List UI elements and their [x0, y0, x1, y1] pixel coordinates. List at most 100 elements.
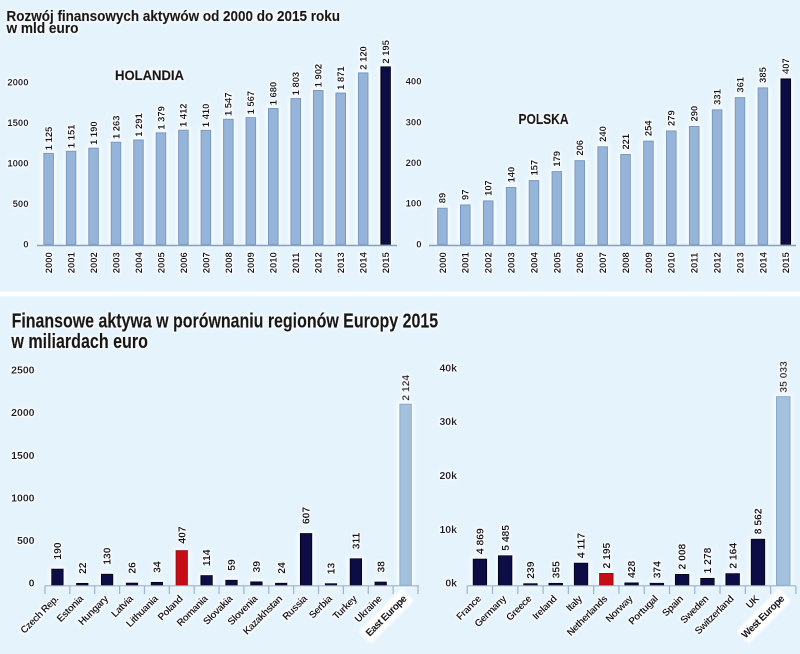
svg-text:10k: 10k [439, 524, 457, 536]
svg-text:1 278: 1 278 [703, 547, 714, 573]
svg-text:2006: 2006 [179, 252, 190, 273]
svg-text:2010: 2010 [667, 252, 678, 273]
svg-text:w miliardach euro: w miliardach euro [11, 331, 148, 353]
svg-text:0: 0 [416, 239, 421, 250]
svg-text:59: 59 [227, 559, 238, 571]
svg-text:1 410: 1 410 [200, 104, 211, 127]
svg-text:100: 100 [406, 199, 422, 210]
svg-text:5 485: 5 485 [501, 525, 512, 551]
svg-text:HOLANDIA: HOLANDIA [115, 67, 184, 83]
svg-text:38: 38 [376, 561, 387, 573]
svg-text:2002: 2002 [484, 252, 495, 273]
svg-text:1 567: 1 567 [245, 91, 256, 114]
svg-text:2011: 2011 [690, 252, 701, 273]
svg-text:Finansowe aktywa w porównaniu: Finansowe aktywa w porównaniu regionów E… [12, 310, 439, 332]
svg-text:361: 361 [734, 77, 745, 93]
svg-text:400: 400 [406, 77, 422, 88]
svg-text:2009: 2009 [246, 252, 257, 273]
svg-text:140: 140 [505, 167, 516, 183]
svg-text:4 869: 4 869 [476, 528, 487, 554]
svg-text:2012: 2012 [713, 252, 724, 273]
svg-text:1000: 1000 [11, 492, 35, 504]
svg-text:2012: 2012 [314, 252, 325, 273]
svg-text:2007: 2007 [598, 252, 609, 273]
svg-text:1500: 1500 [7, 118, 28, 129]
svg-text:2006: 2006 [575, 252, 586, 273]
svg-text:385: 385 [757, 67, 768, 83]
svg-text:34: 34 [152, 561, 163, 573]
svg-text:2015: 2015 [381, 251, 392, 273]
svg-text:500: 500 [17, 535, 35, 547]
svg-text:24: 24 [277, 562, 288, 574]
svg-text:2 195: 2 195 [602, 542, 613, 568]
svg-text:0: 0 [23, 239, 28, 250]
svg-text:1000: 1000 [7, 158, 28, 169]
svg-text:2015: 2015 [781, 251, 792, 273]
svg-text:2001: 2001 [461, 251, 472, 273]
svg-text:4 117: 4 117 [577, 533, 588, 558]
svg-text:2007: 2007 [201, 252, 212, 273]
svg-text:1 190: 1 190 [88, 121, 99, 144]
svg-text:2010: 2010 [269, 252, 280, 273]
svg-text:607: 607 [302, 507, 313, 524]
svg-text:20k: 20k [439, 470, 457, 482]
svg-text:2002: 2002 [89, 252, 100, 273]
svg-text:2000: 2000 [438, 252, 449, 273]
svg-text:240: 240 [597, 126, 608, 142]
svg-text:2008: 2008 [224, 252, 235, 273]
svg-text:w mld euro: w mld euro [6, 20, 79, 37]
svg-text:200: 200 [406, 158, 422, 169]
svg-text:206: 206 [574, 140, 585, 156]
svg-text:POLSKA: POLSKA [519, 111, 569, 128]
svg-text:22: 22 [78, 562, 89, 574]
svg-text:1 291: 1 291 [133, 113, 144, 136]
svg-text:2 120: 2 120 [357, 46, 368, 69]
svg-text:2003: 2003 [111, 252, 122, 273]
svg-text:221: 221 [620, 134, 631, 150]
svg-text:0k: 0k [445, 578, 457, 590]
svg-text:2 195: 2 195 [380, 40, 391, 63]
svg-text:35 033: 35 033 [779, 361, 790, 393]
svg-text:1 151: 1 151 [65, 125, 76, 148]
svg-text:2008: 2008 [621, 252, 632, 273]
svg-text:130: 130 [103, 547, 114, 564]
svg-text:39: 39 [252, 561, 263, 573]
svg-text:2013: 2013 [735, 252, 746, 273]
svg-text:2005: 2005 [156, 251, 167, 273]
svg-text:2011: 2011 [291, 252, 302, 273]
svg-text:1 379: 1 379 [155, 106, 166, 129]
svg-text:2001: 2001 [66, 251, 77, 273]
svg-text:407: 407 [780, 58, 791, 74]
svg-text:8 562: 8 562 [754, 508, 765, 534]
svg-text:239: 239 [526, 561, 537, 578]
svg-text:114: 114 [202, 549, 213, 566]
svg-text:311: 311 [351, 532, 362, 549]
svg-text:331: 331 [711, 89, 722, 105]
svg-text:2013: 2013 [336, 252, 347, 273]
svg-text:500: 500 [13, 199, 29, 210]
svg-text:2000: 2000 [44, 252, 55, 273]
svg-text:157: 157 [528, 160, 539, 176]
svg-text:1 680: 1 680 [268, 82, 279, 105]
svg-text:30k: 30k [439, 416, 457, 428]
svg-text:97: 97 [460, 190, 471, 200]
svg-text:2009: 2009 [644, 252, 655, 273]
svg-text:2003: 2003 [506, 252, 517, 273]
svg-text:2 008: 2 008 [678, 543, 689, 569]
svg-text:1 125: 1 125 [43, 127, 54, 150]
svg-text:2000: 2000 [7, 78, 28, 89]
svg-text:1 547: 1 547 [223, 93, 234, 116]
svg-text:279: 279 [666, 110, 677, 126]
svg-text:190: 190 [53, 542, 64, 559]
svg-text:374: 374 [652, 561, 663, 578]
svg-text:179: 179 [551, 151, 562, 167]
svg-text:40k: 40k [439, 362, 457, 374]
svg-text:13: 13 [327, 562, 338, 574]
svg-text:2500: 2500 [11, 365, 35, 377]
svg-text:1 871: 1 871 [335, 66, 346, 89]
svg-text:89: 89 [437, 193, 448, 203]
svg-text:26: 26 [128, 562, 139, 574]
svg-text:1500: 1500 [11, 450, 35, 462]
svg-text:1 412: 1 412 [178, 104, 189, 127]
svg-text:1 263: 1 263 [110, 116, 121, 139]
